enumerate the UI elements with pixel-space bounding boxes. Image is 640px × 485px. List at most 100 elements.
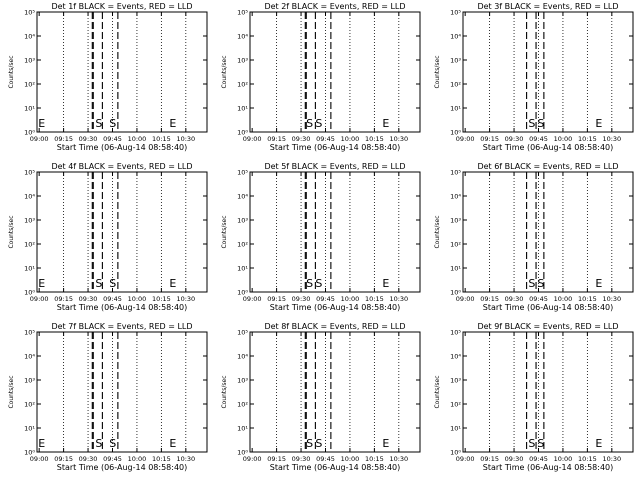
panel-7-e-marker-1: E (38, 437, 45, 450)
panel-3-xtick-label-7: 10:30 (602, 135, 621, 143)
panel-5-frame (249, 171, 421, 293)
panel-8-xtick-label-1: 09:00 (243, 455, 262, 463)
panel-6-ytick-label-4: 10³ (450, 217, 461, 225)
panel-2-ytick-label-3: 10² (237, 81, 248, 89)
panel-8-ylabel: Counts/sec (221, 375, 228, 408)
panel-5-xtick-label-6: 10:15 (365, 295, 384, 303)
panel-7-frame (36, 331, 208, 453)
panel-4-xtick-label-5: 10:00 (128, 295, 147, 303)
panel-6-title: Det 6f BLACK = Events, RED = LLD (477, 162, 618, 171)
panel-3-xlabel: Start Time (06-Aug-14 08:58:40) (483, 143, 614, 152)
panel-4-ytick-label-5: 10⁴ (24, 193, 35, 201)
panel-7-ytick-label-4: 10³ (24, 377, 35, 385)
panel-2-xtick-label-5: 10:00 (341, 135, 360, 143)
panel-7-xtick-label-2: 09:15 (54, 455, 73, 463)
panel-6-ytick-label-5: 10⁴ (450, 193, 461, 201)
panel-8-ytick-label-3: 10² (237, 401, 248, 409)
panel-9-s-marker-1: S (528, 437, 535, 450)
panel-8-s-marker-2: S (315, 437, 322, 450)
panel-2-ytick-label-6: 10⁵ (237, 9, 248, 17)
panel-1-xtick-label-7: 10:30 (176, 135, 195, 143)
panel-2-frame (249, 11, 421, 133)
panel-2-xtick-label-3: 09:30 (292, 135, 311, 143)
panel-7-xlabel: Start Time (06-Aug-14 08:58:40) (57, 463, 188, 472)
panel-8-e-marker-1: E (382, 437, 389, 450)
panel-5-s-marker-2: S (315, 277, 322, 290)
panel-6-frame (462, 171, 634, 293)
panel-9-ytick-label-6: 10⁵ (450, 329, 461, 337)
panel-2-e-marker-1: E (382, 117, 389, 130)
panel-7-ytick-label-2: 10¹ (24, 425, 35, 433)
panel-8-ytick-label-4: 10³ (237, 377, 248, 385)
panel-3-ytick-label-2: 10¹ (450, 105, 461, 113)
panel-4-e-marker-2: E (169, 277, 176, 290)
panel-8-xtick-label-2: 09:15 (267, 455, 286, 463)
panel-1-ytick-label-5: 10⁴ (24, 33, 35, 41)
panel-2-ytick-label-2: 10¹ (237, 105, 248, 113)
panel-7-ytick-label-5: 10⁴ (24, 353, 35, 361)
panel-7-title: Det 7f BLACK = Events, RED = LLD (51, 322, 192, 331)
panel-5-ytick-label-1: 10⁰ (237, 289, 248, 297)
panel-2-xtick-label-4: 09:45 (316, 135, 335, 143)
panel-2-s-marker-2: S (315, 117, 322, 130)
panel-4-s-marker-1: S (95, 277, 102, 290)
panel-1-title: Det 1f BLACK = Events, RED = LLD (51, 2, 192, 11)
panel-9-s-marker-2: S (537, 437, 544, 450)
panel-1-xtick-label-6: 10:15 (152, 135, 171, 143)
panel-9-ytick-label-2: 10¹ (450, 425, 461, 433)
panel-3-ytick-label-4: 10³ (450, 57, 461, 65)
panel-5-ytick-label-3: 10² (237, 241, 248, 249)
panel-2-xtick-label-2: 09:15 (267, 135, 286, 143)
panel-3-xtick-label-4: 09:45 (529, 135, 548, 143)
panel-4-xtick-label-6: 10:15 (152, 295, 171, 303)
panel-8-xtick-label-6: 10:15 (365, 455, 384, 463)
panel-7-ytick-label-6: 10⁵ (24, 329, 35, 337)
panel-8-s-marker-1: S (306, 437, 313, 450)
panel-4-title: Det 4f BLACK = Events, RED = LLD (51, 162, 192, 171)
panel-8-frame (249, 331, 421, 453)
panel-8-ytick-label-2: 10¹ (237, 425, 248, 433)
panel-3-title: Det 3f BLACK = Events, RED = LLD (477, 2, 618, 11)
panel-5-xtick-label-4: 09:45 (316, 295, 335, 303)
panel-7-xtick-label-5: 10:00 (128, 455, 147, 463)
panel-9-ylabel: Counts/sec (434, 375, 441, 408)
panel-5-e-marker-1: E (382, 277, 389, 290)
panel-6-xtick-label-7: 10:30 (602, 295, 621, 303)
panel-3-xtick-label-1: 09:00 (456, 135, 475, 143)
panel-4-ytick-label-2: 10¹ (24, 265, 35, 273)
panel-5-ytick-label-4: 10³ (237, 217, 248, 225)
panel-8-xtick-label-3: 09:30 (292, 455, 311, 463)
panel-1-ytick-label-2: 10¹ (24, 105, 35, 113)
panel-7-xtick-label-1: 09:00 (30, 455, 49, 463)
panel-7-ytick-label-1: 10⁰ (24, 449, 35, 457)
panel-8-xlabel: Start Time (06-Aug-14 08:58:40) (270, 463, 401, 472)
panel-9-xtick-label-4: 09:45 (529, 455, 548, 463)
panel-6-xtick-label-5: 10:00 (554, 295, 573, 303)
panel-9-ytick-label-5: 10⁴ (450, 353, 461, 361)
panel-6-xtick-label-4: 09:45 (529, 295, 548, 303)
panel-1-e-marker-2: E (169, 117, 176, 130)
panel-8-ytick-label-6: 10⁵ (237, 329, 248, 337)
panel-2-ytick-label-4: 10³ (237, 57, 248, 65)
panel-2-s-marker-1: S (306, 117, 313, 130)
panel-4-xtick-label-1: 09:00 (30, 295, 49, 303)
panel-1-ytick-label-4: 10³ (24, 57, 35, 65)
panel-6-s-marker-1: S (528, 277, 535, 290)
panel-4-ytick-label-4: 10³ (24, 217, 35, 225)
panel-1-xlabel: Start Time (06-Aug-14 08:58:40) (57, 143, 188, 152)
panel-7-xtick-label-6: 10:15 (152, 455, 171, 463)
panel-6-xtick-label-2: 09:15 (480, 295, 499, 303)
panel-9-ytick-label-1: 10⁰ (450, 449, 461, 457)
panel-8-xtick-label-7: 10:30 (389, 455, 408, 463)
panel-2-title: Det 2f BLACK = Events, RED = LLD (264, 2, 405, 11)
panel-6-ytick-label-1: 10⁰ (450, 289, 461, 297)
panel-8-ytick-label-5: 10⁴ (237, 353, 248, 361)
panel-1-ytick-label-3: 10² (24, 81, 35, 89)
panel-2-xtick-label-6: 10:15 (365, 135, 384, 143)
panel-9-xtick-label-5: 10:00 (554, 455, 573, 463)
panel-3-xtick-label-6: 10:15 (578, 135, 597, 143)
panel-1-xtick-label-1: 09:00 (30, 135, 49, 143)
panel-8-xtick-label-4: 09:45 (316, 455, 335, 463)
